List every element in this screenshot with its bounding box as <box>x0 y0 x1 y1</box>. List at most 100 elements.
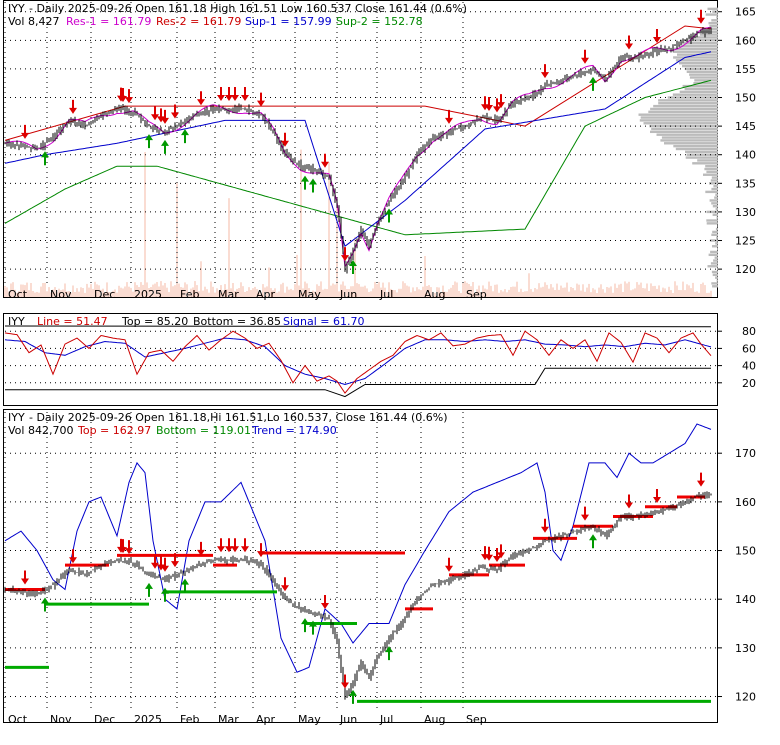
volume-bar <box>376 284 378 297</box>
volume-profile-bar <box>711 187 718 191</box>
x-tick-label: Jul <box>379 713 393 726</box>
p2-top: Top = 85.20 <box>121 315 188 328</box>
volume-bar <box>394 290 396 297</box>
volume-bar <box>564 287 566 297</box>
volume-bar <box>548 288 550 297</box>
volume-profile-bar <box>712 213 718 216</box>
volume-bar <box>584 291 586 297</box>
volume-profile-bar <box>716 16 718 19</box>
volume-profile-bar <box>658 99 718 102</box>
volume-bar <box>616 287 618 297</box>
volume-profile-bar <box>714 196 718 199</box>
volume-bar <box>174 285 176 297</box>
volume-bar <box>64 283 66 297</box>
x-tick-label: Jul <box>379 288 393 301</box>
sell-arrow <box>217 86 225 101</box>
volume-profile-bar <box>699 33 718 36</box>
buy-arrow <box>349 689 357 704</box>
volume-profile-bar <box>710 250 718 254</box>
volume-bar <box>524 291 526 297</box>
volume-bar <box>108 292 110 297</box>
res-1-line <box>4 27 712 269</box>
volume-bar <box>362 286 364 297</box>
volume-bar <box>396 292 398 297</box>
sell-arrow <box>119 88 127 103</box>
volume-bar <box>172 286 174 297</box>
volume-bar <box>480 292 482 297</box>
volume-bar <box>696 291 698 297</box>
volume-bar <box>570 287 572 297</box>
volume-bar <box>284 292 286 297</box>
volume-bar <box>662 287 664 297</box>
volume-bar <box>664 288 666 297</box>
volume-profile-bar <box>711 282 718 285</box>
volume-bar <box>498 292 500 297</box>
sell-arrow <box>653 488 661 503</box>
panel-3-frame <box>3 409 718 723</box>
volume-bar <box>66 291 68 297</box>
volume-bar <box>144 152 146 297</box>
buy-arrow <box>349 259 357 274</box>
volume-bar <box>88 287 90 297</box>
volume-profile-bar <box>715 193 718 196</box>
support-1-line <box>4 51 712 248</box>
volume-bar <box>610 286 612 297</box>
volume-bar <box>334 284 336 297</box>
x-tick-label: Apr <box>256 288 276 301</box>
volume-profile-bar <box>679 44 718 48</box>
p1-res1: Res-1 = 161.79 <box>66 15 151 28</box>
volume-bar <box>130 287 132 297</box>
volume-bar <box>186 284 188 297</box>
volume-bar <box>76 288 78 297</box>
volume-bar <box>468 284 470 297</box>
volume-bar <box>100 289 102 297</box>
volume-bar <box>424 256 426 297</box>
volume-bar <box>12 282 14 297</box>
volume-bar <box>272 290 274 297</box>
volume-bar <box>432 291 434 297</box>
volume-bar <box>264 287 266 297</box>
volume-bar <box>398 288 400 297</box>
volume-bar <box>586 287 588 297</box>
volume-bar <box>522 292 524 297</box>
volume-bar <box>316 284 318 297</box>
volume-bar <box>374 281 376 297</box>
volume-profile-bar <box>689 76 718 79</box>
volume-bar <box>160 281 162 297</box>
oscillator-line <box>4 330 712 394</box>
panel-2: 20 40 60 80 <box>4 325 756 398</box>
volume-bar <box>262 284 264 297</box>
volume-bar <box>138 287 140 297</box>
y-tick-label: 160 <box>735 34 756 47</box>
sell-arrow <box>171 553 179 568</box>
volume-bar <box>674 281 676 297</box>
volume-bar <box>338 291 340 297</box>
volume-bar <box>452 285 454 297</box>
volume-bar <box>604 292 606 297</box>
volume-profile-bar <box>717 267 718 271</box>
volume-bar <box>444 291 446 297</box>
volume-bar <box>274 288 276 297</box>
volume-bar <box>218 290 220 297</box>
volume-bar <box>6 287 8 297</box>
volume-bar <box>464 281 466 297</box>
volume-bar <box>92 288 94 297</box>
volume-profile-bar <box>692 162 718 165</box>
volume-bar <box>306 283 308 297</box>
volume-bar <box>36 292 38 297</box>
volume-bar <box>494 284 496 297</box>
volume-bar <box>624 281 626 297</box>
sell-arrow <box>625 494 633 509</box>
volume-bar <box>558 289 560 297</box>
sell-arrow <box>151 554 159 569</box>
p3-info: - Daily 2025-09-26 Open 161.18,Hi 161.51… <box>29 411 448 424</box>
x-tick-label: 2025 <box>134 713 162 726</box>
volume-profile-bar <box>672 93 718 96</box>
volume-bar <box>640 282 642 297</box>
volume-bar <box>560 285 562 297</box>
volume-bar <box>328 162 330 297</box>
volume-bar <box>602 289 604 297</box>
volume-profile-bar <box>715 227 718 231</box>
volume-profile-bar <box>679 62 718 65</box>
signal-line <box>4 337 712 386</box>
